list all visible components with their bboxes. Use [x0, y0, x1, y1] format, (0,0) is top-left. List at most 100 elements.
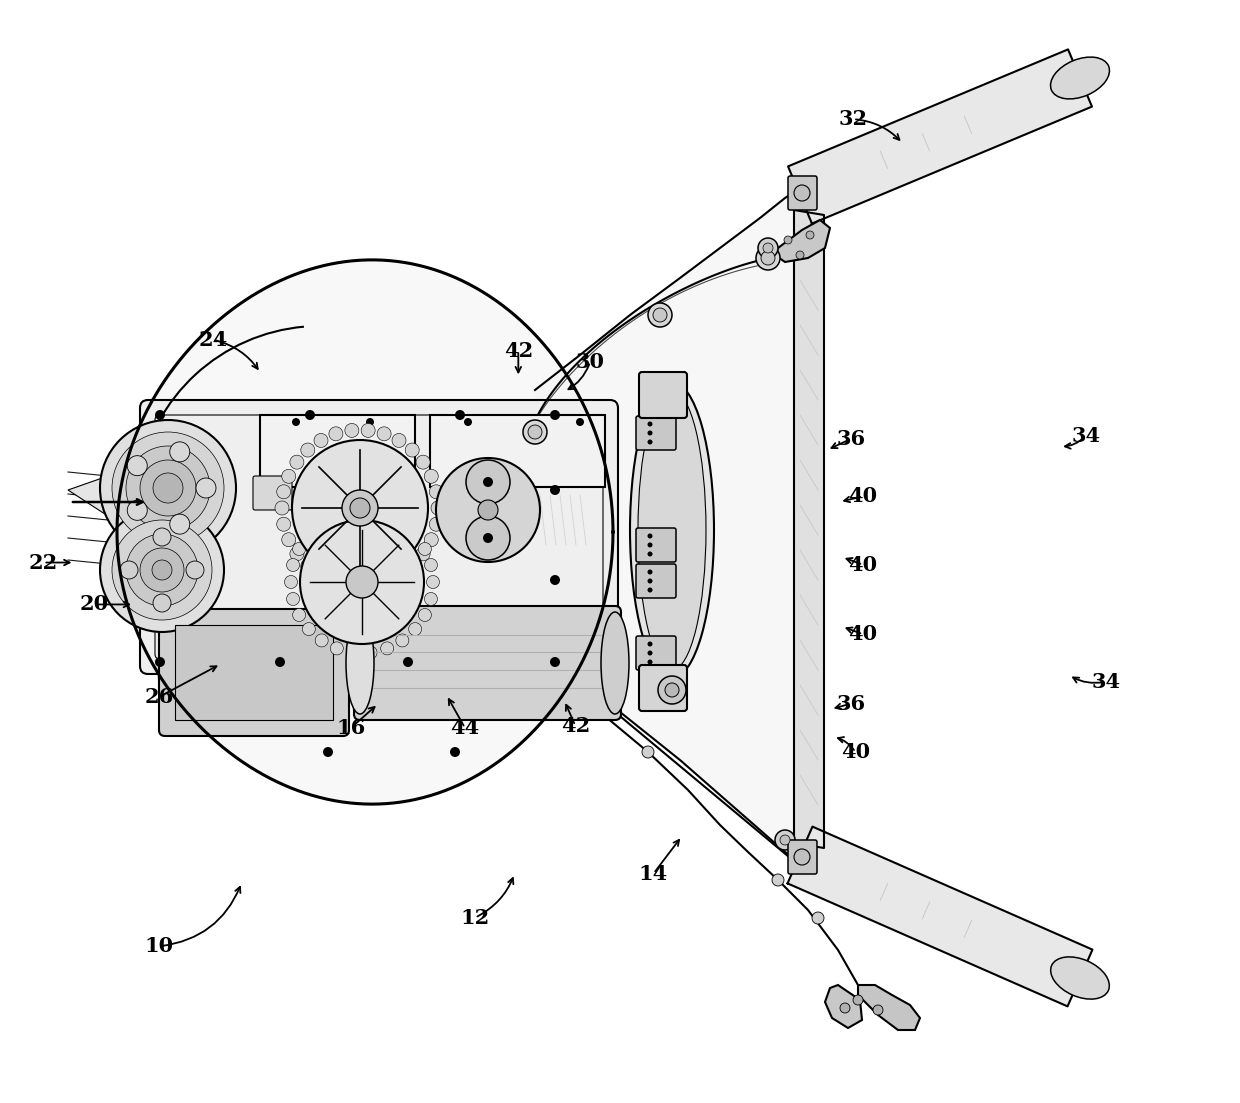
Circle shape — [293, 609, 305, 621]
Circle shape — [647, 430, 652, 436]
Circle shape — [432, 501, 445, 515]
Circle shape — [424, 592, 438, 606]
Circle shape — [794, 185, 810, 201]
Circle shape — [418, 543, 432, 556]
Circle shape — [551, 657, 560, 667]
Text: 20: 20 — [79, 595, 109, 614]
Circle shape — [405, 443, 419, 457]
Text: 44: 44 — [450, 718, 480, 738]
Circle shape — [196, 478, 216, 497]
Circle shape — [350, 497, 370, 518]
Circle shape — [647, 552, 652, 557]
Circle shape — [365, 646, 377, 658]
Circle shape — [418, 609, 432, 621]
Ellipse shape — [639, 390, 706, 670]
Circle shape — [330, 510, 343, 522]
Circle shape — [455, 410, 465, 420]
Polygon shape — [825, 985, 862, 1028]
Bar — [260, 415, 415, 488]
Circle shape — [377, 427, 391, 441]
Circle shape — [429, 485, 443, 499]
Text: 26: 26 — [144, 687, 174, 707]
Circle shape — [806, 231, 813, 239]
Circle shape — [551, 485, 560, 495]
Circle shape — [794, 849, 810, 865]
FancyBboxPatch shape — [140, 400, 618, 674]
FancyBboxPatch shape — [636, 528, 676, 563]
Circle shape — [758, 238, 777, 258]
Circle shape — [647, 578, 652, 583]
Circle shape — [112, 520, 212, 620]
Text: 42: 42 — [503, 341, 533, 361]
Circle shape — [464, 418, 472, 426]
Circle shape — [466, 516, 510, 560]
Circle shape — [366, 418, 374, 426]
Circle shape — [381, 510, 393, 522]
FancyBboxPatch shape — [787, 840, 817, 874]
Circle shape — [329, 575, 343, 589]
Circle shape — [314, 433, 329, 448]
Circle shape — [484, 476, 494, 488]
Bar — [175, 625, 334, 720]
Circle shape — [647, 588, 652, 592]
Circle shape — [409, 622, 422, 635]
Circle shape — [773, 874, 784, 886]
Circle shape — [100, 508, 224, 632]
Circle shape — [424, 533, 438, 547]
Circle shape — [128, 456, 148, 475]
Circle shape — [528, 425, 542, 439]
Circle shape — [300, 520, 424, 644]
Circle shape — [647, 642, 652, 646]
FancyBboxPatch shape — [639, 372, 687, 418]
Circle shape — [784, 236, 792, 244]
Ellipse shape — [346, 612, 374, 714]
Circle shape — [301, 443, 315, 457]
Circle shape — [186, 561, 205, 579]
Circle shape — [361, 424, 376, 438]
Circle shape — [293, 543, 305, 556]
Text: 12: 12 — [460, 908, 490, 928]
Ellipse shape — [1050, 57, 1110, 99]
Circle shape — [429, 517, 443, 532]
Circle shape — [153, 528, 171, 546]
Ellipse shape — [1050, 957, 1110, 999]
FancyBboxPatch shape — [787, 176, 817, 210]
Circle shape — [424, 558, 438, 571]
Circle shape — [551, 575, 560, 585]
Circle shape — [853, 995, 863, 1005]
Circle shape — [170, 442, 190, 462]
Circle shape — [286, 592, 300, 606]
Polygon shape — [858, 985, 920, 1030]
Circle shape — [347, 505, 360, 518]
Circle shape — [315, 634, 329, 647]
Text: 10: 10 — [144, 936, 174, 956]
Circle shape — [314, 568, 329, 582]
Circle shape — [642, 746, 653, 758]
Circle shape — [120, 561, 138, 579]
Circle shape — [417, 456, 430, 469]
Circle shape — [424, 469, 438, 483]
Circle shape — [647, 421, 652, 427]
Polygon shape — [789, 50, 1092, 224]
FancyBboxPatch shape — [353, 606, 621, 720]
Circle shape — [812, 912, 825, 924]
Circle shape — [153, 473, 184, 503]
Text: 42: 42 — [560, 716, 590, 736]
Circle shape — [275, 657, 285, 667]
Circle shape — [286, 558, 300, 571]
Circle shape — [100, 420, 236, 556]
Text: 36: 36 — [836, 429, 866, 449]
Text: 40: 40 — [841, 742, 870, 762]
Text: 16: 16 — [336, 718, 366, 738]
Circle shape — [403, 657, 413, 667]
Circle shape — [775, 829, 795, 850]
Polygon shape — [117, 260, 613, 804]
Text: 24: 24 — [198, 330, 228, 350]
FancyBboxPatch shape — [159, 609, 348, 736]
FancyBboxPatch shape — [636, 564, 676, 598]
Circle shape — [450, 747, 460, 757]
Circle shape — [281, 469, 296, 483]
Circle shape — [342, 490, 378, 526]
Circle shape — [290, 547, 304, 560]
Circle shape — [281, 533, 296, 547]
